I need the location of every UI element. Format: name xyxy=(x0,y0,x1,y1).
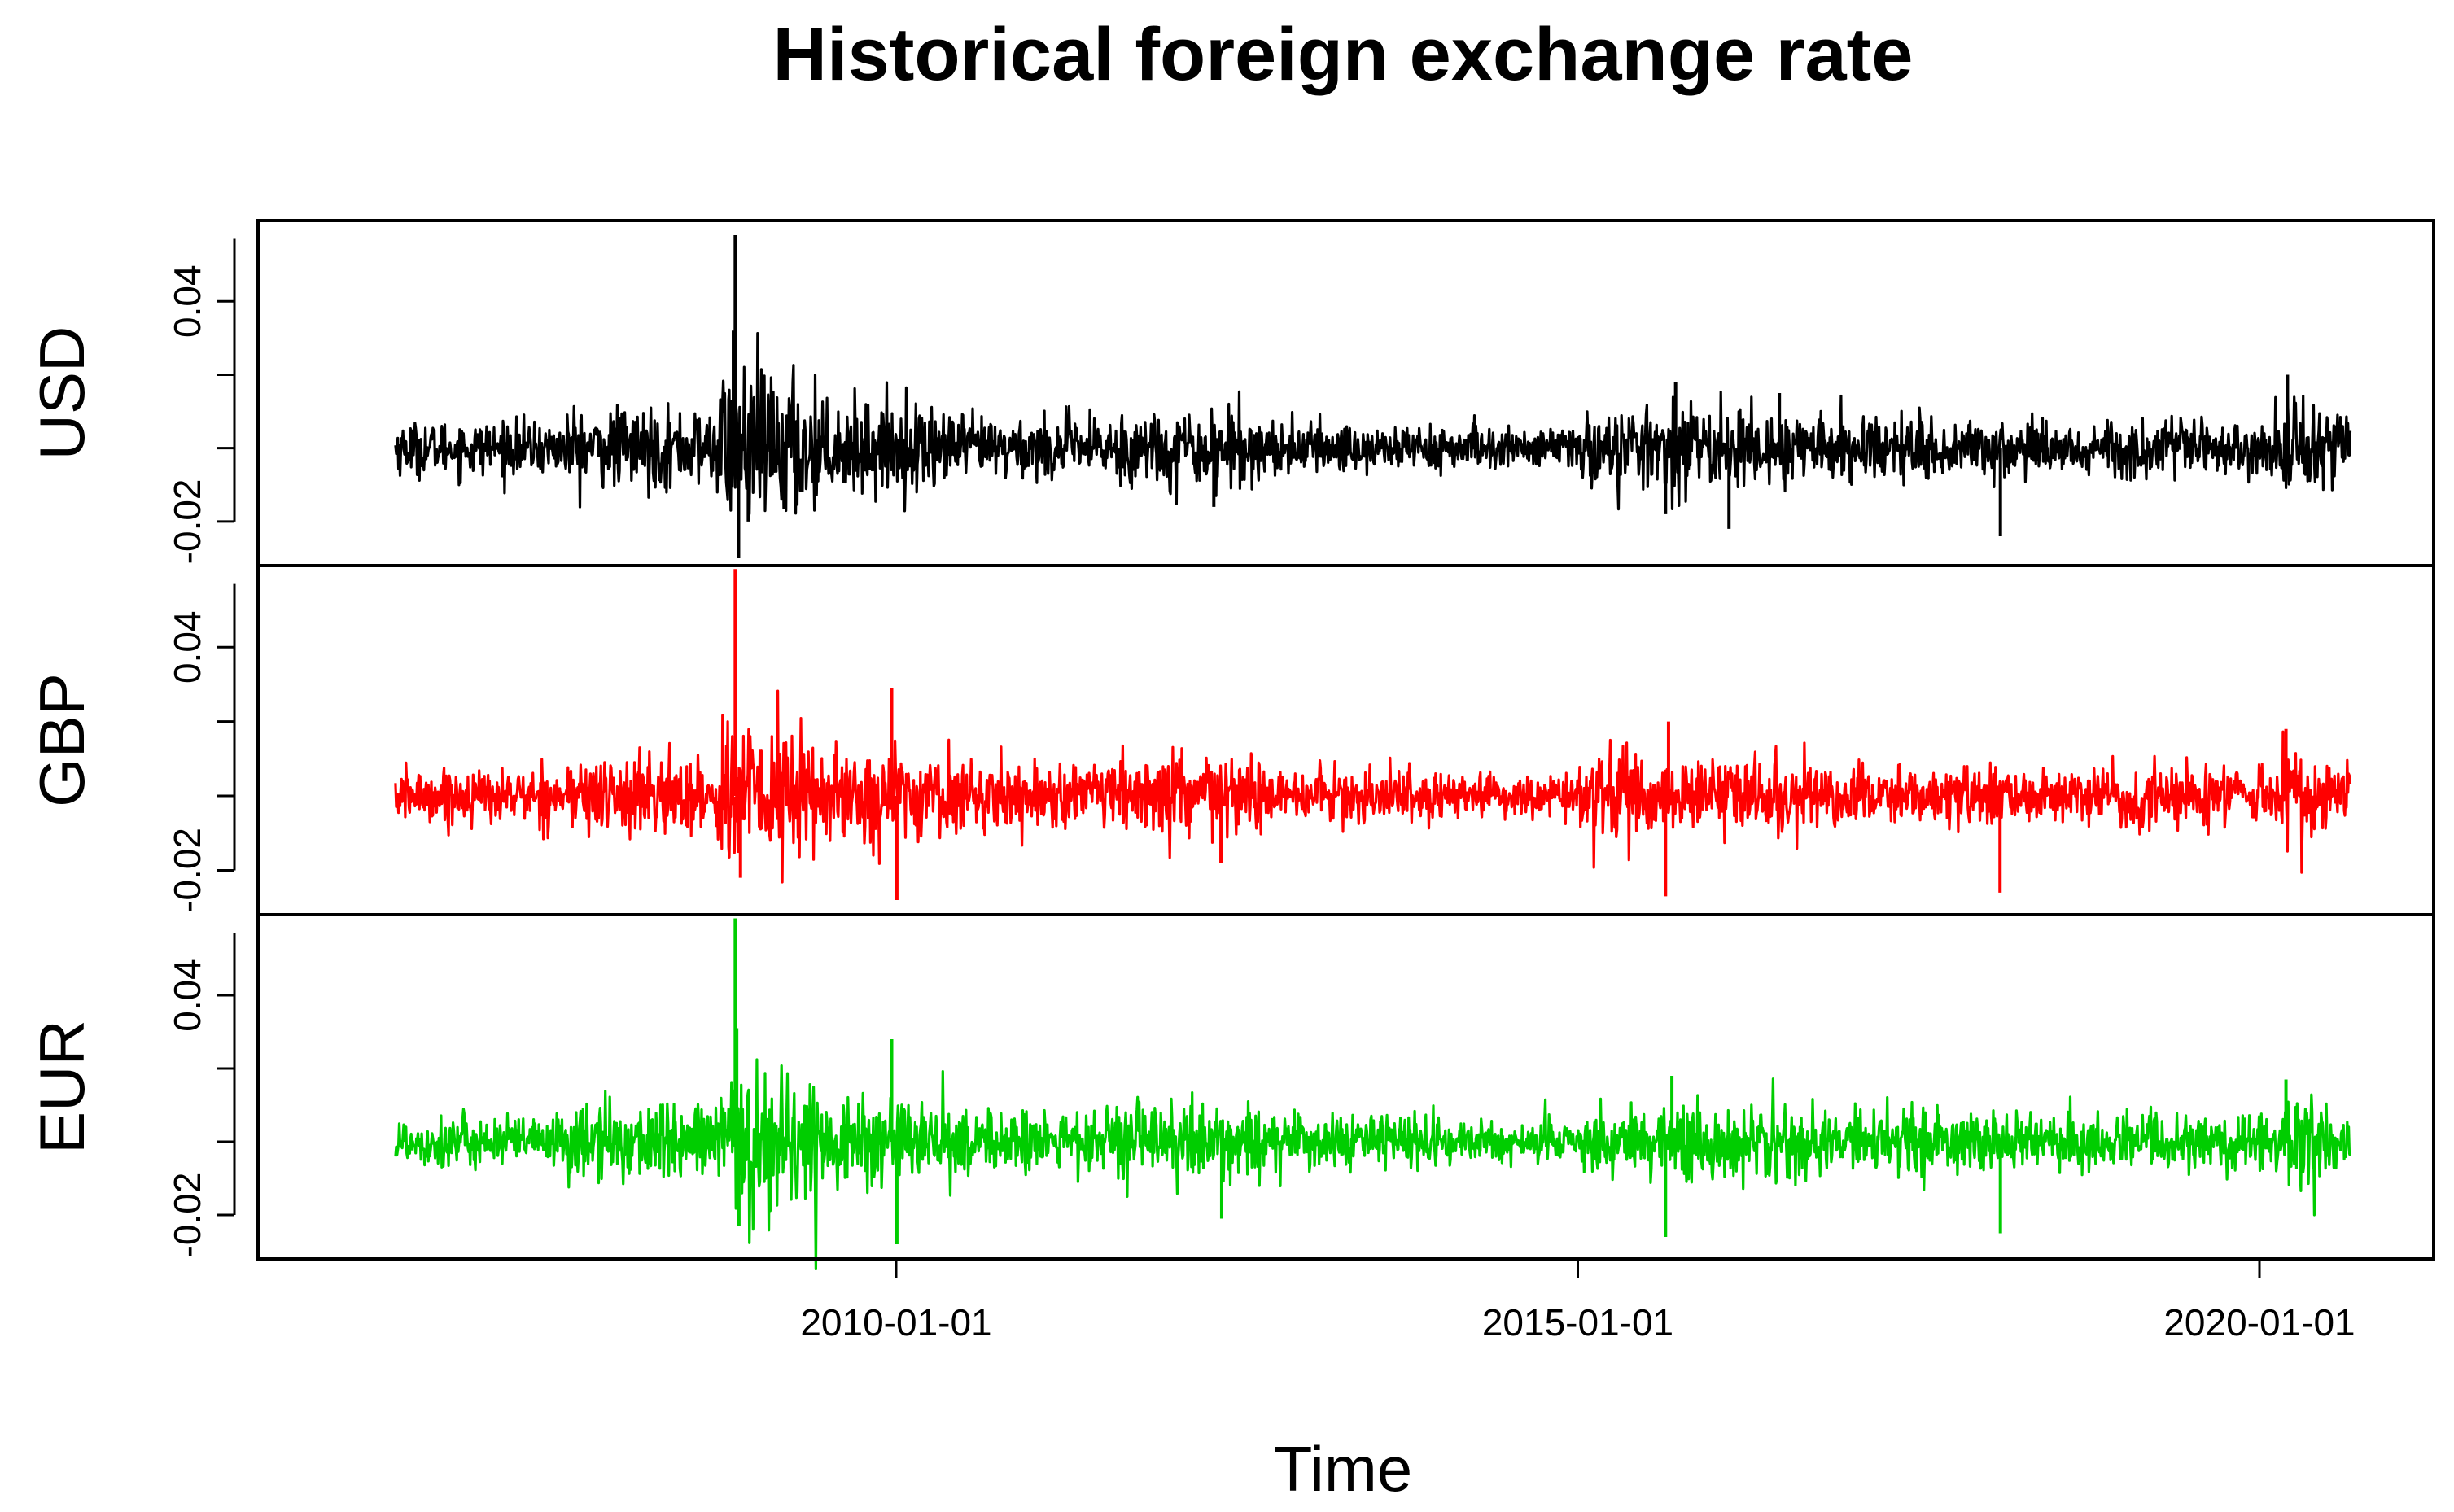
series-line-eur xyxy=(394,1058,2351,1271)
panel-label-gbp: GBP xyxy=(26,673,98,807)
series-line-usd xyxy=(394,332,2352,516)
panel-gbp: GBP -0.02 0.04 xyxy=(26,569,2352,913)
y-tick-label: -0.02 xyxy=(166,479,208,564)
panel-eur: EUR -0.02 0.04 xyxy=(26,918,2351,1271)
x-axis-title: Time xyxy=(1274,1433,1412,1505)
x-tick-label: 2015-01-01 xyxy=(1482,1301,1673,1344)
panel-usd: USD -0.02 0.04 xyxy=(26,235,2352,564)
y-tick-label: -0.02 xyxy=(166,1173,208,1258)
y-tick-label: 0.04 xyxy=(166,959,208,1032)
y-tick-label: 0.04 xyxy=(166,610,208,684)
panel-label-eur: EUR xyxy=(26,1020,98,1154)
panels: USD -0.02 0.04 GBP -0.02 0.04 EUR -0.02 0.04 xyxy=(26,235,2352,1271)
series-line-gbp xyxy=(394,689,2352,884)
y-tick-label: 0.04 xyxy=(166,264,208,338)
y-tick-label: -0.02 xyxy=(166,828,208,913)
panel-label-usd: USD xyxy=(26,326,98,461)
x-axis: 2010-01-01 2015-01-01 2020-01-01 xyxy=(800,1257,2356,1344)
chart-title: Historical foreign exchange rate xyxy=(773,13,1914,96)
x-tick-label: 2010-01-01 xyxy=(800,1301,991,1344)
plot-frame xyxy=(256,219,2435,1261)
x-tick-label: 2020-01-01 xyxy=(2163,1301,2355,1344)
